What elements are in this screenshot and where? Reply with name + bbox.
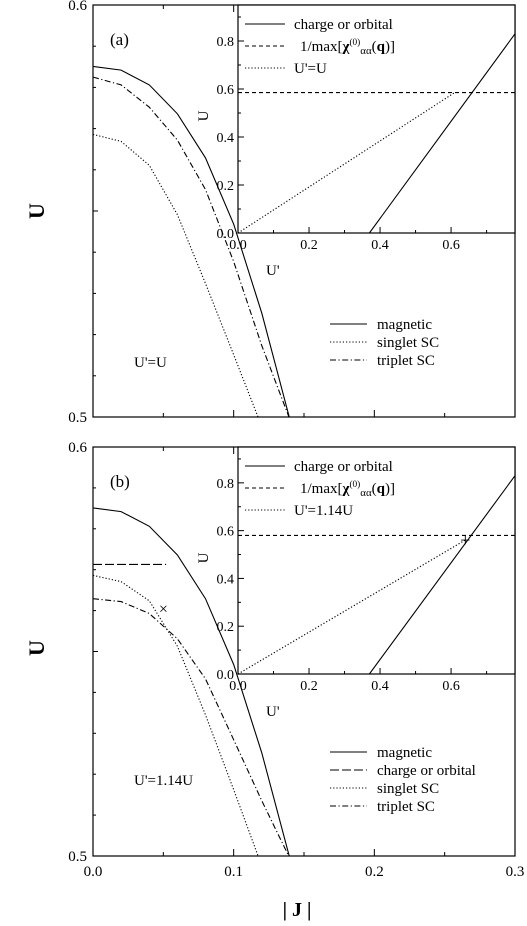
inset-legend-label: U'=U: [294, 61, 327, 77]
inset-x-tick-label: 0.4: [371, 679, 389, 694]
series-triplet-sc: [93, 76, 290, 417]
inset-series-charge-or-orbital: [368, 33, 515, 233]
series-group: [93, 65, 290, 417]
inset-y-axis-label: U: [196, 552, 212, 563]
series-magnetic: [93, 65, 290, 417]
condition-annotation: U'=1.14U: [134, 773, 193, 789]
inset-y-tick-label: 0.2: [217, 620, 235, 635]
series-group: [93, 507, 290, 856]
series-triplet-sc: [93, 598, 290, 856]
panel-b: 0.60.50.0 0.1 0.2 0.3| J |U×(b)U'=1.14Umagn…: [24, 440, 524, 921]
panel-label: (b): [110, 472, 130, 491]
legend-label: magnetic: [377, 745, 432, 761]
legend-label: triplet SC: [377, 353, 435, 369]
panel-label: (a): [110, 30, 129, 49]
inset-y-tick-label: 0.2: [217, 179, 235, 194]
x-tick-label: 0.2: [365, 864, 384, 880]
y-tick-label: 0.6: [68, 0, 87, 14]
legend-label: singlet SC: [377, 335, 439, 351]
inset-x-tick-label: 0.4: [371, 238, 389, 253]
x-axis-label: | J |: [283, 899, 312, 921]
inset-y-tick-label: 0.8: [217, 477, 235, 492]
inset-crossing-marker: +: [460, 530, 470, 550]
series-singlet-sc: [93, 133, 259, 417]
legend-label: magnetic: [377, 317, 432, 333]
inset-x-tick-label: 0.6: [442, 238, 460, 253]
condition-annotation: U'=U: [134, 355, 167, 371]
inset-x-axis-label: U': [266, 704, 280, 720]
inset-series-u-1-14u: [238, 539, 466, 674]
panel-a: 0.6 0.5 U (a) U'=U magnetic singlet SC triplet …: [24, 0, 516, 426]
inset-legend-label: charge or orbital: [294, 459, 393, 475]
inset-frame: [237, 446, 516, 675]
y-axis-label: U: [24, 203, 49, 219]
inset-y-tick-label: 0.8: [217, 35, 235, 50]
inset-series-charge-or-orbital: [368, 475, 515, 674]
legend-label: singlet SC: [377, 781, 439, 797]
inset-frame: [237, 4, 516, 234]
inset-legend-label: charge or orbital: [294, 17, 393, 33]
y-axis-label: U: [24, 640, 49, 656]
inset-series-group: [238, 475, 515, 674]
inset-y-axis-label: U: [196, 110, 212, 121]
inset-legend-label: 1/max[χ(0)αα(q)]: [300, 479, 395, 499]
inset-y-tick-label: 0.4: [217, 131, 235, 146]
x-tick-label: 0.3: [506, 864, 525, 880]
inset-y-tick-label: 0.6: [217, 525, 235, 540]
inset-x-tick-label: 0.2: [300, 679, 318, 694]
legend-label: charge or orbital: [377, 763, 476, 779]
inset-legend-label: U'=1.14U: [294, 503, 353, 519]
inset-series-group: [238, 33, 515, 233]
inset-chart: 0.0 0.2 0.4 0.6 0.0 0.2 0.4 0.6 0.8 U' U + charge or…: [196, 446, 516, 720]
inset-y-tick-label: 0.6: [217, 83, 235, 98]
inset-series-u-u: [238, 92, 455, 233]
inset-y-tick-label: 0.4: [217, 572, 235, 587]
inset-x-tick-label: 0.6: [442, 679, 460, 694]
inset-x-tick-label: 0.0: [229, 679, 247, 694]
inset-x-tick-label: 0.2: [300, 238, 318, 253]
inset-y-tick-label: 0.0: [217, 668, 235, 683]
crossing-marker: ×: [159, 601, 168, 618]
legend-label: triplet SC: [377, 799, 435, 815]
y-tick-label: 0.5: [68, 410, 87, 426]
x-tick-label: 0.1: [224, 864, 243, 880]
series-magnetic: [93, 507, 290, 856]
inset-legend-label: 1/max[χ(0)αα(q)]: [300, 37, 395, 57]
y-tick-label: 0.5: [68, 849, 87, 865]
series-singlet-sc: [93, 574, 259, 856]
inset-y-tick-label: 0.0: [217, 227, 235, 242]
inset-x-axis-label: U': [266, 263, 280, 279]
x-tick-label: 0.0: [84, 864, 103, 880]
y-tick-label: 0.6: [68, 440, 87, 456]
inset-x-tick-label: 0.0: [229, 238, 247, 253]
